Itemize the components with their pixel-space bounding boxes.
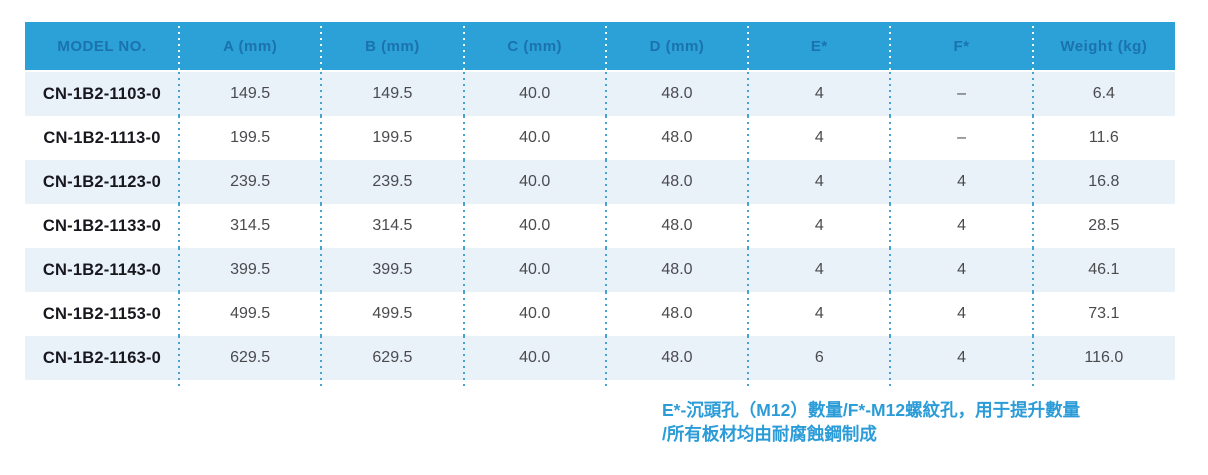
cell-weight: 11.6 — [1088, 129, 1119, 146]
cell-b: 314.5 — [321, 204, 465, 248]
cell-d: 48.0 — [606, 336, 750, 389]
column-header-weight: Weight (kg) — [1060, 37, 1148, 55]
cell-model: CN-1B2-1123-0 — [25, 160, 180, 204]
cell-d: 48.0 — [606, 116, 750, 160]
cell-b: 399.5 — [321, 248, 465, 292]
cell-c: 40.0 — [464, 336, 608, 389]
table-row: CN-1B2-1113-0 199.5 199.5 40.0 48.0 4–11.6 — [25, 116, 1175, 160]
table-row: CN-1B2-1103-0 149.5 149.5 40.0 48.0 4–6.4 — [25, 72, 1175, 116]
cell-weight: 6.4 — [1092, 85, 1115, 102]
footnote-line-2: /所有板材均由耐腐蝕鋼制成 — [662, 424, 877, 444]
cell-d: 48.0 — [606, 72, 750, 116]
cell-model: CN-1B2-1163-0 — [25, 336, 180, 389]
table-header-row: MODEL NO. A (mm) B (mm) C (mm) D (mm) E* F* Wei… — [25, 22, 1175, 72]
table-row: CN-1B2-1163-0 629.5 629.5 40.0 48.0 6 4 116.0 — [25, 336, 1175, 389]
cell-f: 4 — [890, 248, 1034, 292]
column-header-c: C (mm) — [464, 22, 608, 70]
cell-a: 239.5 — [179, 160, 323, 204]
cell-c: 40.0 — [464, 292, 608, 336]
cell-f: – — [890, 116, 1034, 160]
cell-b: 499.5 — [321, 292, 465, 336]
cell-a: 199.5 — [179, 116, 323, 160]
cell-e: 4 — [748, 292, 892, 336]
cell-d: 48.0 — [606, 204, 750, 248]
cell-b: 239.5 — [321, 160, 465, 204]
column-header-model: MODEL NO. — [25, 22, 180, 70]
cell-model: CN-1B2-1153-0 — [25, 292, 180, 336]
cell-d: 48.0 — [606, 248, 750, 292]
cell-e: 4 — [748, 160, 892, 204]
cell-a: 499.5 — [179, 292, 323, 336]
cell-a: 314.5 — [179, 204, 323, 248]
cell-b: 629.5 — [321, 336, 465, 389]
cell-c: 40.0 — [464, 72, 608, 116]
cell-e: 4 — [748, 72, 892, 116]
cell-model: CN-1B2-1103-0 — [25, 72, 180, 116]
cell-c: 40.0 — [464, 204, 608, 248]
cell-e: 6 — [748, 336, 892, 389]
cell-c: 40.0 — [464, 116, 608, 160]
cell-a: 629.5 — [179, 336, 323, 389]
cell-weight: 46.1 — [1088, 261, 1120, 278]
cell-e: 4 — [748, 116, 892, 160]
column-header-f: F* — [890, 22, 1034, 70]
cell-d: 48.0 — [606, 160, 750, 204]
table-row: CN-1B2-1133-0 314.5 314.5 40.0 48.0 4 4 28.5 — [25, 204, 1175, 248]
footnote: E*-沉頭孔（M12）數量/F*-M12螺紋孔，用于提升數量 /所有板材均由耐腐… — [662, 398, 1080, 446]
cell-weight: 116.0 — [1084, 349, 1124, 366]
table-body: CN-1B2-1103-0 149.5 149.5 40.0 48.0 4–6.4 CN-1… — [25, 72, 1175, 389]
cell-d: 48.0 — [606, 292, 750, 336]
cell-model: CN-1B2-1113-0 — [25, 116, 180, 160]
cell-weight: 28.5 — [1088, 217, 1120, 234]
cell-weight: 73.1 — [1088, 305, 1120, 322]
cell-c: 40.0 — [464, 160, 608, 204]
cell-f: – — [890, 72, 1034, 116]
table-row: CN-1B2-1153-0 499.5 499.5 40.0 48.0 4 4 73.1 — [25, 292, 1175, 336]
column-header-d: D (mm) — [606, 22, 750, 70]
column-header-b: B (mm) — [321, 22, 465, 70]
cell-f: 4 — [890, 336, 1034, 389]
cell-b: 199.5 — [321, 116, 465, 160]
column-header-a: A (mm) — [179, 22, 323, 70]
cell-a: 399.5 — [179, 248, 323, 292]
table-row: CN-1B2-1143-0 399.5 399.5 40.0 48.0 4 4 46.1 — [25, 248, 1175, 292]
column-header-e: E* — [748, 22, 892, 70]
cell-c: 40.0 — [464, 248, 608, 292]
footnote-line-1: E*-沉頭孔（M12）數量/F*-M12螺紋孔，用于提升數量 — [662, 400, 1081, 420]
cell-a: 149.5 — [179, 72, 323, 116]
spec-table: MODEL NO. A (mm) B (mm) C (mm) D (mm) E* F* Wei… — [25, 22, 1175, 389]
cell-f: 4 — [890, 204, 1034, 248]
cell-model: CN-1B2-1143-0 — [25, 248, 180, 292]
cell-b: 149.5 — [321, 72, 465, 116]
cell-f: 4 — [890, 292, 1034, 336]
cell-model: CN-1B2-1133-0 — [25, 204, 180, 248]
cell-weight: 16.8 — [1088, 173, 1120, 190]
cell-e: 4 — [748, 204, 892, 248]
cell-e: 4 — [748, 248, 892, 292]
cell-f: 4 — [890, 160, 1034, 204]
table-row: CN-1B2-1123-0 239.5 239.5 40.0 48.0 4 4 16.8 — [25, 160, 1175, 204]
